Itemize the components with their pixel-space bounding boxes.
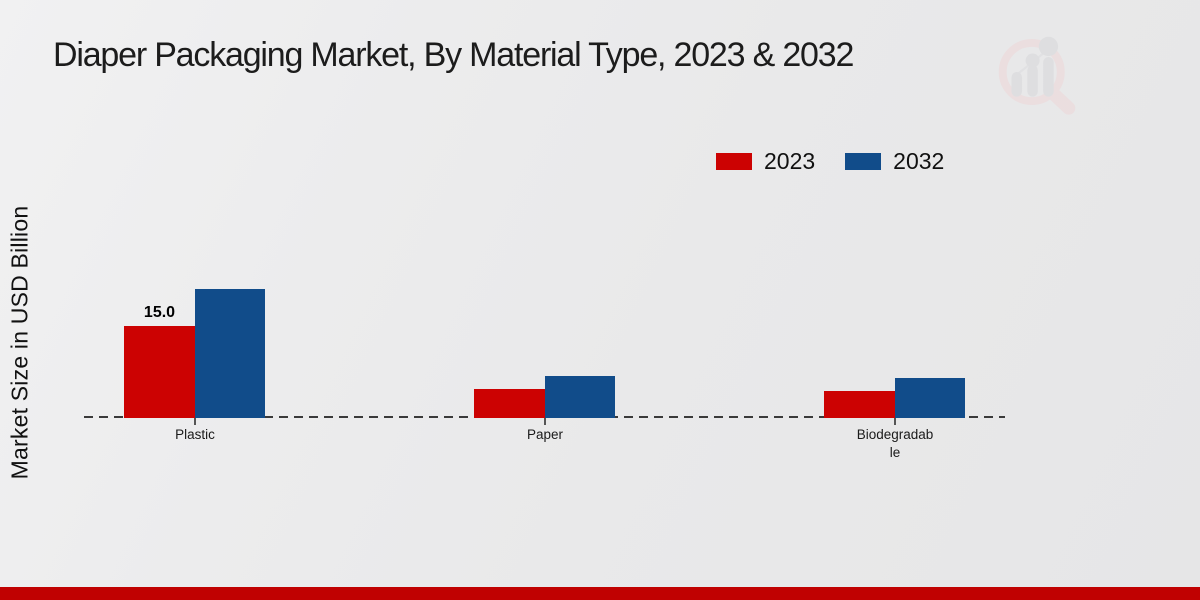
x-axis-tick	[544, 418, 546, 425]
bar-2023-biodegradable	[824, 391, 895, 418]
bar-2023-plastic	[124, 326, 195, 418]
legend-swatch-2023	[716, 153, 752, 170]
x-axis-tick	[194, 418, 196, 425]
bar-2032-paper	[545, 376, 615, 418]
bar-2023-paper	[474, 389, 545, 418]
category-label-paper: Paper	[526, 427, 564, 442]
legend-swatch-2032	[845, 153, 882, 170]
legend: 2023 2032	[716, 148, 944, 175]
bar-2032-plastic	[195, 289, 265, 418]
legend-label-2032: 2032	[893, 148, 945, 174]
bar-2032-biodegradable	[895, 378, 965, 418]
footer-strip	[0, 587, 1200, 600]
magnifier-bar-chart-logo-icon	[998, 36, 1076, 115]
chart-title: Diaper Packaging Market, By Material Typ…	[53, 36, 854, 74]
bar-value-label: 15.0	[143, 304, 176, 321]
legend-label-2023: 2023	[764, 148, 816, 174]
legend-item-2023: 2023	[716, 148, 815, 175]
legend-item-2032: 2032	[845, 148, 944, 175]
x-axis-tick	[894, 418, 896, 425]
category-label-plastic: Plastic	[175, 427, 215, 442]
category-label-biodegradable: Biodegradab le	[856, 427, 934, 460]
